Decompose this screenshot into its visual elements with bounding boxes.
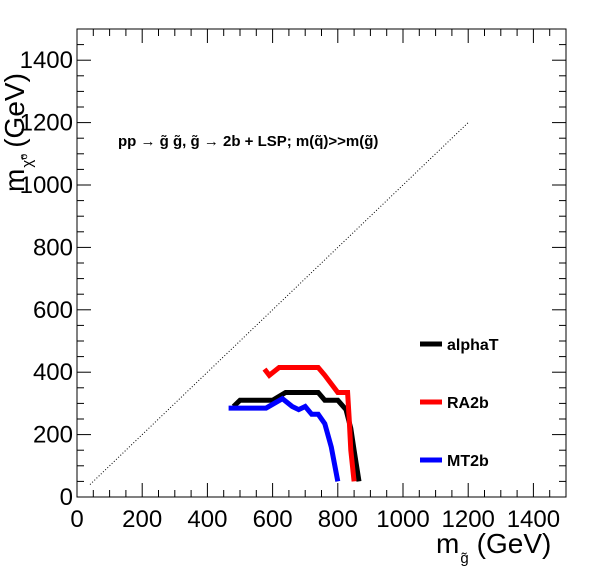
diagonal-line	[89, 122, 469, 485]
legend-label-mt2b: MT2b	[447, 453, 489, 470]
x-tick-label: 1200	[442, 506, 495, 533]
y-tick-label: 600	[33, 297, 73, 324]
x-tick-label: 1400	[507, 506, 560, 533]
y-tick-label: 1200	[20, 110, 73, 137]
series-line-mt2b	[228, 395, 341, 482]
y-tick-label: 1000	[20, 172, 73, 199]
x-tick-label: 1000	[376, 506, 429, 533]
y-tick-label: 400	[33, 359, 73, 386]
series-line-ra2b	[262, 365, 357, 482]
x-tick-label: 800	[318, 506, 358, 533]
x-tick-label: 200	[122, 506, 162, 533]
x-axis-title: mg̃ (GeV)	[436, 528, 551, 567]
y-tick-label: 200	[33, 422, 73, 449]
diagonal-line-group	[89, 122, 469, 485]
x-tick-label: 0	[70, 506, 83, 533]
legend-label-ra2b: RA2b	[447, 395, 489, 412]
annotation-text: pp → g̃ g̃, g̃ → 2b + LSP; m(q̃)>>m(g̃)	[118, 133, 378, 150]
legend: alphaT RA2b MT2b	[420, 337, 499, 470]
x-tick-label: 400	[187, 506, 227, 533]
y-tick-label: 800	[33, 234, 73, 261]
y-axis-title: mχ̃⁰(GeV)	[0, 73, 36, 192]
legend-label-alphat: alphaT	[447, 337, 499, 354]
y-tick-label: 1400	[20, 47, 73, 74]
y-tick-label: 0	[60, 484, 73, 511]
series-group	[228, 365, 362, 482]
x-tick-label: 600	[253, 506, 293, 533]
axes: 0 200 400 600 800 1000 1200 1400 0 200 400 600 800 10…	[20, 28, 567, 533]
